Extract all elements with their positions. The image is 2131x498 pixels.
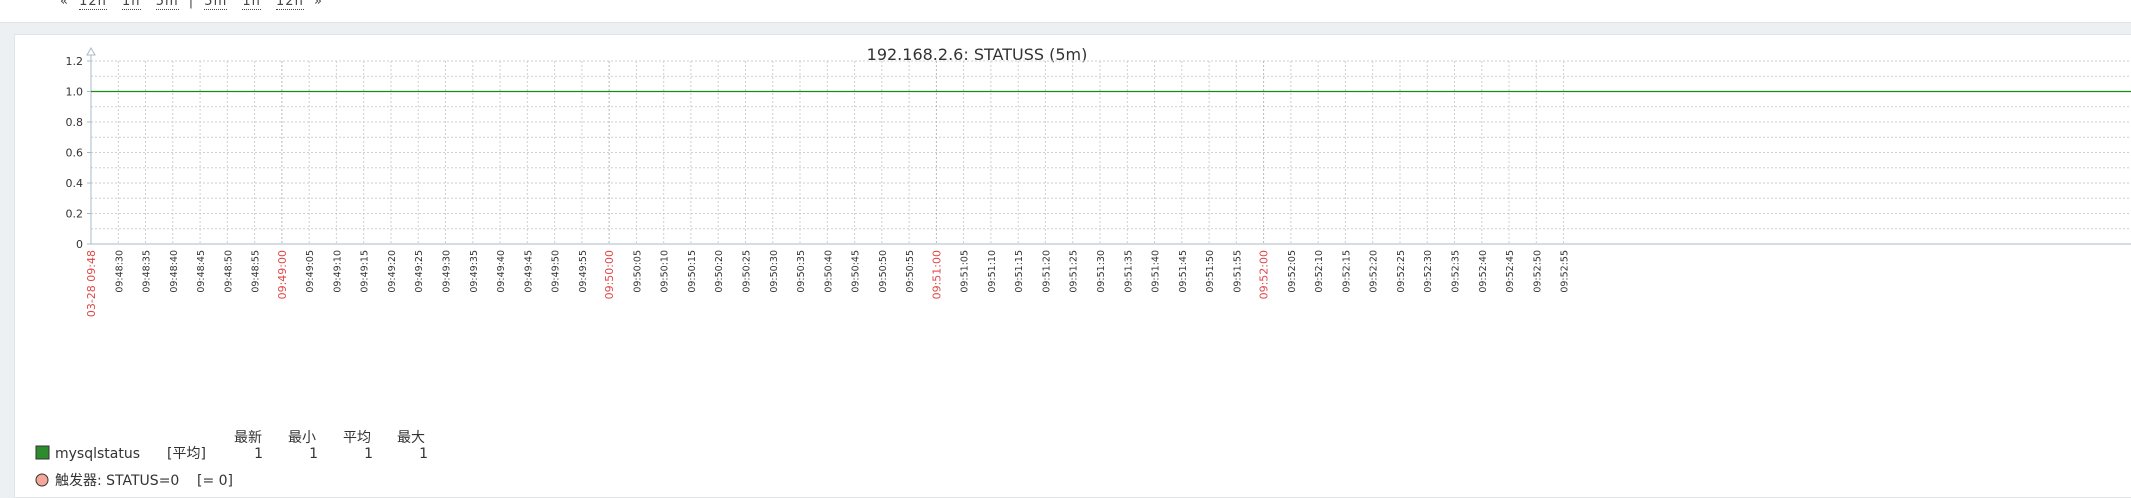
x-tick-label: 09:52:05 xyxy=(1287,250,1298,293)
legend-swatch-mysqlstatus xyxy=(35,445,50,460)
x-tick-label: 09:50:25 xyxy=(742,250,753,293)
x-tick-label: 09:50:55 xyxy=(905,250,916,293)
x-tick-label: 09:49:20 xyxy=(387,250,398,293)
x-tick-label: 09:48:30 xyxy=(114,250,125,293)
legend-header-last: 最新 xyxy=(234,430,262,446)
y-tick-label: 0.4 xyxy=(66,177,84,190)
graph-svg: 192.168.2.6: STATUSS (5m) 0 0.2 0.4 0.6 0.8 1… xyxy=(35,45,2131,489)
period-link-prev-12h[interactable]: 12h xyxy=(79,0,107,10)
x-tick-label: 09:49:25 xyxy=(414,250,425,293)
legend-value-last: 1 xyxy=(254,446,263,462)
legend-value-avg: 1 xyxy=(364,446,373,462)
x-tick-label: 09:52:35 xyxy=(1451,250,1462,293)
graph-panel: 192.168.2.6: STATUSS (5m) 0 0.2 0.4 0.6 0.8 1… xyxy=(14,34,2131,498)
legend-value-max: 1 xyxy=(419,446,428,462)
x-tick-label: 09:51:10 xyxy=(987,250,998,293)
x-tick-label: 09:50:50 xyxy=(878,250,889,293)
x-tick-label: 09:49:15 xyxy=(360,250,371,293)
x-tick-label: 09:51:25 xyxy=(1069,250,1080,293)
y-tick-label: 0 xyxy=(76,238,83,251)
x-tick-label: 09:52:30 xyxy=(1423,250,1434,293)
nav-separator: | xyxy=(188,0,195,9)
legend-header-max: 最大 xyxy=(397,430,425,446)
period-link-prev-1h[interactable]: 1h xyxy=(122,0,141,10)
x-tick-label: 09:49:10 xyxy=(332,250,343,293)
nav-open: « xyxy=(60,0,69,9)
period-link-next-1h[interactable]: 1h xyxy=(242,0,261,10)
legend-header-avg: 平均 xyxy=(343,430,371,446)
period-link-prev-5m[interactable]: 5m xyxy=(155,0,179,10)
legend-value-min: 1 xyxy=(309,446,318,462)
x-tick-label: 09:51:55 xyxy=(1232,250,1243,293)
x-tick-label: 09:52:25 xyxy=(1396,250,1407,293)
x-tick-label: 09:51:00 xyxy=(930,250,943,299)
y-tick-label: 0.2 xyxy=(66,208,84,221)
x-tick-label: 09:52:15 xyxy=(1341,250,1352,293)
x-tick-label: 09:49:35 xyxy=(469,250,480,293)
chart-title: 192.168.2.6: STATUSS (5m) xyxy=(867,45,1088,64)
x-tick-label: 09:49:00 xyxy=(276,250,289,299)
legend-series-func: [平均] xyxy=(167,446,206,462)
x-tick-label: 09:50:15 xyxy=(687,250,698,293)
x-tick-label: 09:52:40 xyxy=(1478,250,1489,293)
x-tick-label: 09:52:45 xyxy=(1505,250,1516,293)
y-tick-label: 0.6 xyxy=(66,147,84,160)
x-tick-label: 09:51:20 xyxy=(1041,250,1052,293)
x-tick-label: 09:50:05 xyxy=(632,250,643,293)
y-axis-arrow xyxy=(86,46,96,56)
period-link-next-5m[interactable]: 5m xyxy=(204,0,228,10)
x-tick-label: 09:51:40 xyxy=(1151,250,1162,293)
x-tick-label: 09:48:50 xyxy=(223,250,234,293)
x-tick-label: 09:48:35 xyxy=(142,250,153,293)
y-tick-label: 0.8 xyxy=(66,116,84,129)
x-tick-label: 09:50:30 xyxy=(769,250,780,293)
x-tick-label: 09:52:50 xyxy=(1532,250,1543,293)
x-axis-ticks: 03-28 09:48 09:48:30 09:48:35 09:48:40 09:48… xyxy=(85,250,1571,317)
x-tick-label: 09:50:35 xyxy=(796,250,807,293)
y-tick-label: 1.0 xyxy=(66,86,84,99)
x-tick-label: 09:52:00 xyxy=(1258,250,1271,299)
x-tick-label: 09:50:00 xyxy=(603,250,616,299)
trigger-marker xyxy=(35,473,49,487)
legend-series-name: mysqlstatus xyxy=(55,446,140,462)
x-tick-label: 09:51:05 xyxy=(960,250,971,293)
x-tick-label: 09:50:10 xyxy=(660,250,671,293)
nav-close: » xyxy=(313,0,323,9)
trigger-label: 触发器: STATUS=0 xyxy=(55,473,179,489)
x-tick-label: 09:48:40 xyxy=(169,250,180,293)
grid xyxy=(91,60,2131,244)
legend: 最新 最小 平均 最大 mysqlstatus [平均] 1 1 1 1 触发器… xyxy=(35,430,428,489)
x-tick-label: 09:51:15 xyxy=(1014,250,1025,293)
x-tick-label: 09:52:20 xyxy=(1369,250,1380,293)
x-tick-label: 09:49:45 xyxy=(523,250,534,293)
x-tick-label: 09:50:20 xyxy=(714,250,725,293)
x-tick-label: 09:51:45 xyxy=(1178,250,1189,293)
y-tick-label: 1.2 xyxy=(66,55,84,68)
period-link-next-12h[interactable]: 12h xyxy=(276,0,304,10)
x-tick-label: 09:49:05 xyxy=(305,250,316,293)
x-tick-label: 09:51:30 xyxy=(1096,250,1107,293)
axes xyxy=(86,46,2131,245)
x-tick-label: 09:49:40 xyxy=(496,250,507,293)
x-tick-label: 09:51:35 xyxy=(1123,250,1134,293)
legend-header-min: 最小 xyxy=(288,430,316,446)
x-tick-label: 09:48:45 xyxy=(196,250,207,293)
x-tick-label: 09:52:55 xyxy=(1560,250,1571,293)
x-tick-label: 09:49:30 xyxy=(442,250,453,293)
x-tick-label: 09:50:40 xyxy=(823,250,834,293)
x-tick-label: 09:49:50 xyxy=(551,250,562,293)
x-tick-label: 03-28 09:48 xyxy=(85,250,98,317)
x-tick-label: 09:51:50 xyxy=(1205,250,1216,293)
period-navigation: « 12h 1h 5m | 5m 1h 12h » xyxy=(60,0,323,10)
x-tick-label: 09:49:55 xyxy=(578,250,589,293)
y-axis-ticks: 0 0.2 0.4 0.6 0.8 1.0 1.2 xyxy=(66,55,91,251)
trigger-condition: [= 0] xyxy=(197,473,233,489)
x-tick-label: 09:52:10 xyxy=(1314,250,1325,293)
x-tick-label: 09:48:55 xyxy=(251,250,262,293)
x-tick-label: 09:50:45 xyxy=(851,250,862,293)
period-navigation-bar: « 12h 1h 5m | 5m 1h 12h » xyxy=(0,0,2131,23)
